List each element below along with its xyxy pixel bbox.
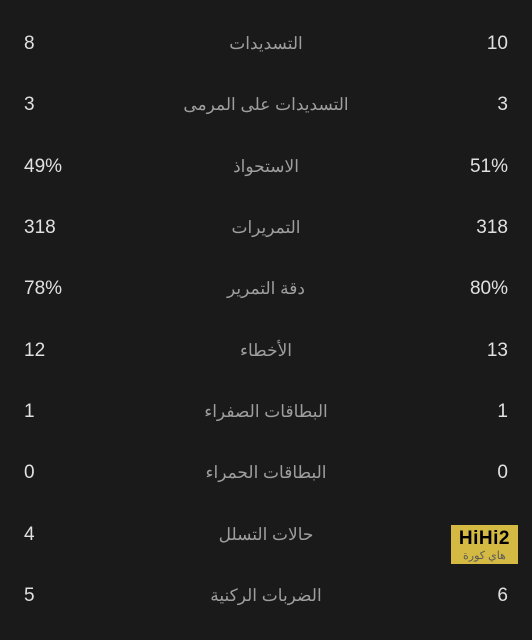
stat-left-value: 8	[24, 33, 74, 55]
stat-row: 0 البطاقات الحمراء 0	[24, 449, 508, 497]
watermark-badge: HiHi2 هاي كورة	[451, 525, 518, 564]
stat-label: التمريرات	[74, 218, 458, 238]
stat-label: البطاقات الصفراء	[74, 402, 458, 422]
stat-right-value: 1	[458, 401, 508, 423]
stat-label: الاستحواذ	[74, 157, 458, 177]
stat-right-value: 13	[458, 340, 508, 362]
stat-left-value: 0	[24, 462, 74, 484]
stat-left-value: 1	[24, 401, 74, 423]
stat-label: الضربات الركنية	[74, 586, 458, 606]
stat-row: 5 الضربات الركنية 6	[24, 572, 508, 620]
stat-label: دقة التمرير	[74, 279, 458, 299]
stat-left-value: 3	[24, 94, 74, 116]
stat-row: 12 الأخطاء 13	[24, 327, 508, 375]
stat-row: 78% دقة التمرير 80%	[24, 265, 508, 313]
stat-left-value: 78%	[24, 278, 74, 300]
stat-label: الأخطاء	[74, 341, 458, 361]
stat-left-value: 318	[24, 217, 74, 239]
stat-right-value: 3	[458, 94, 508, 116]
stat-label: البطاقات الحمراء	[74, 463, 458, 483]
stat-right-value: 80%	[458, 278, 508, 300]
stat-right-value: 0	[458, 462, 508, 484]
badge-main-text: HiHi2	[459, 529, 510, 550]
stat-label: حالات التسلل	[74, 525, 458, 545]
stat-row: 8 التسديدات 10	[24, 20, 508, 68]
stat-row: 1 البطاقات الصفراء 1	[24, 388, 508, 436]
stat-row: 49% الاستحواذ 51%	[24, 143, 508, 191]
stat-left-value: 12	[24, 340, 74, 362]
stat-right-value: 51%	[458, 156, 508, 178]
stat-right-value: 6	[458, 585, 508, 607]
badge-sub-text: هاي كورة	[459, 550, 510, 562]
stat-left-value: 49%	[24, 156, 74, 178]
stat-right-value: 318	[458, 217, 508, 239]
stat-label: التسديدات	[74, 34, 458, 54]
stat-row: 3 التسديدات على المرمى 3	[24, 81, 508, 129]
stat-row: 318 التمريرات 318	[24, 204, 508, 252]
stat-label: التسديدات على المرمى	[74, 95, 458, 115]
stat-right-value: 10	[458, 33, 508, 55]
stat-row: 4 حالات التسلل 1	[24, 511, 508, 559]
stat-left-value: 4	[24, 524, 74, 546]
stat-left-value: 5	[24, 585, 74, 607]
